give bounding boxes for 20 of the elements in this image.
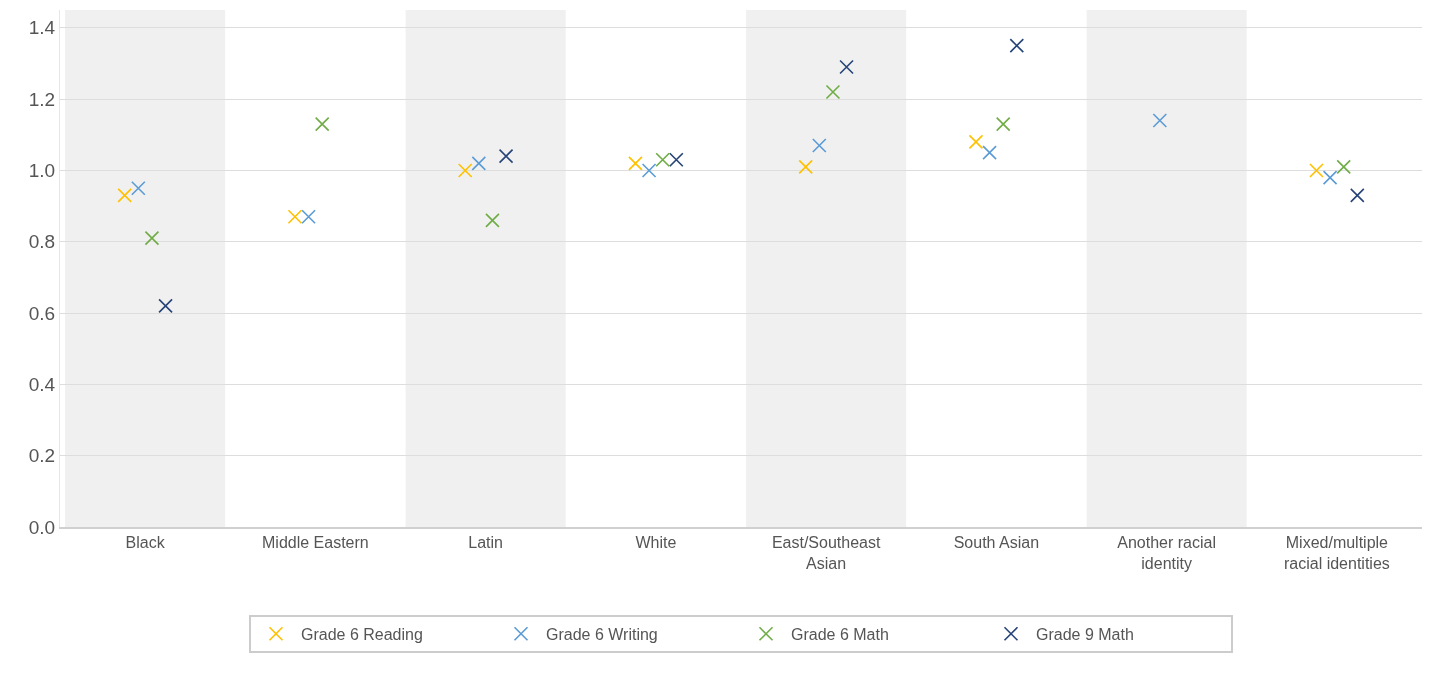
y-tick-label: 0.6 — [28, 302, 56, 324]
x-tick-label: South Asian — [953, 534, 1040, 552]
x-tick-label: Middle Eastern — [262, 534, 369, 552]
legend-label: Grade 6 Writing — [546, 626, 658, 644]
y-tick-label: 1.4 — [28, 17, 56, 39]
x-tick-label: Black — [125, 534, 166, 552]
x-tick-label: Mixed/multiple racial identities — [1283, 534, 1390, 572]
y-tick-label: 0.8 — [28, 231, 56, 253]
y-tick-label: 0.4 — [28, 374, 56, 396]
y-tick-label: 1.0 — [28, 160, 56, 182]
x-tick-label: East/Southeast Asian — [771, 534, 881, 572]
legend-label: Grade 6 Math — [791, 626, 889, 644]
y-tick-label: 0.0 — [28, 516, 56, 538]
y-tick-label: 0.2 — [28, 445, 56, 467]
y-tick-label: 1.2 — [28, 88, 56, 110]
x-tick-label: Latin — [468, 534, 503, 552]
x-tick-label: Another racial identity — [1117, 534, 1216, 572]
x-tick-label: White — [635, 534, 677, 552]
legend-label: Grade 6 Reading — [301, 626, 423, 644]
legend-label: Grade 9 Math — [1036, 626, 1134, 644]
